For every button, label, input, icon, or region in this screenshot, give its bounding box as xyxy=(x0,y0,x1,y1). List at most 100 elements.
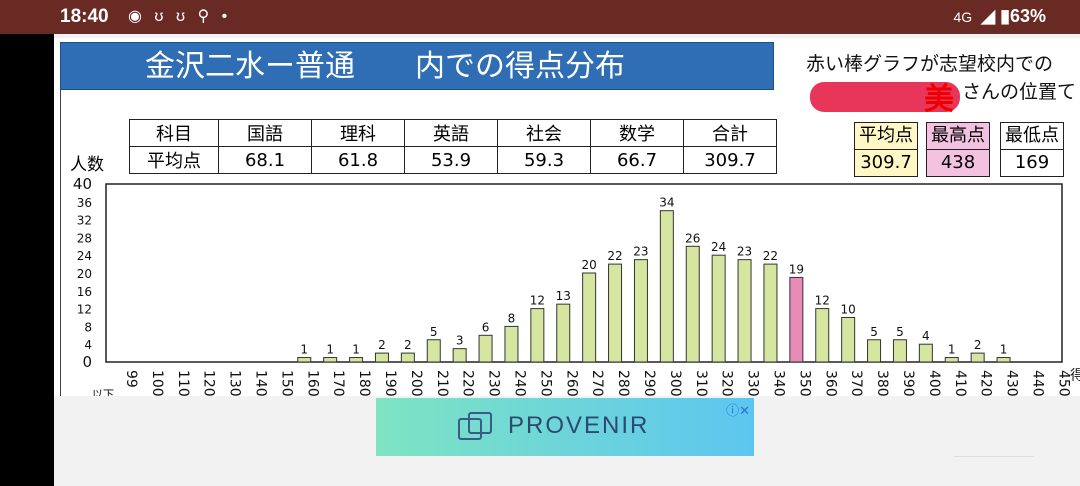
note-text: 赤い棒グラフが志望校内での さんの位置て xyxy=(806,50,1080,106)
subject-average: 68.1 xyxy=(218,146,312,174)
network-indicator: 4G xyxy=(953,9,973,25)
x-tick-label: 430 xyxy=(1004,370,1020,397)
x-tick-label: 240 xyxy=(511,370,527,397)
min-label: 最低点 xyxy=(1001,123,1063,150)
frame-border xyxy=(60,90,61,398)
average-header: 平均点 xyxy=(129,146,219,174)
x-tick-label: 110 xyxy=(175,370,191,397)
note-line: 赤い棒グラフが志望校内での xyxy=(806,53,1054,75)
x-tick-label: 260 xyxy=(563,370,579,397)
subject-name: 理科 xyxy=(311,119,405,147)
histogram-bar xyxy=(737,259,752,363)
histogram-bar xyxy=(659,210,674,363)
subject-average-table: 科目 国語 理科 英語 社会 数学 合計 平均点 68.1 61.8 53.9 … xyxy=(129,119,777,174)
histogram-bar xyxy=(478,334,493,363)
x-tick-label: 200 xyxy=(408,370,424,397)
bar-value-label: 2 xyxy=(404,338,412,352)
y-tick-label: 40 xyxy=(73,175,92,193)
bar-value-label: 12 xyxy=(815,294,830,308)
histogram-bar xyxy=(582,272,597,363)
x-tick-label: 370 xyxy=(848,370,864,397)
histogram-bar xyxy=(323,357,338,363)
average-value: 309.7 xyxy=(860,152,912,173)
bar-value-label: 12 xyxy=(530,294,545,308)
histogram-bar xyxy=(504,325,519,363)
y-tick-label: 12 xyxy=(77,303,92,317)
bar-value-label: 1 xyxy=(352,343,360,357)
histogram-bar xyxy=(944,357,959,363)
y-tick-label: 20 xyxy=(77,267,92,281)
bar-value-label: 34 xyxy=(659,196,674,210)
bar-value-label: 22 xyxy=(763,249,778,263)
bar-value-label: 26 xyxy=(685,231,700,245)
histogram-bar xyxy=(996,357,1011,363)
x-tick-label: 130 xyxy=(227,370,243,397)
ad-area: PROVENIR ⓘ✕ xyxy=(54,396,1080,486)
y-tick-label: 16 xyxy=(77,285,92,299)
histogram-bar xyxy=(530,308,545,363)
y-tick-label: 8 xyxy=(84,320,92,334)
histogram-bar xyxy=(452,348,467,363)
average-row: 平均点 68.1 61.8 53.9 59.3 66.7 309.7 xyxy=(129,146,777,174)
x-tick-label: 280 xyxy=(615,370,631,397)
histogram-bar xyxy=(685,245,700,363)
battery-indicator: ◢ ▮63% xyxy=(981,6,1046,26)
x-tick-label: 120 xyxy=(201,370,217,397)
y-tick-label: 0 xyxy=(82,353,92,371)
bar-value-label: 23 xyxy=(633,245,648,259)
y-axis-label: 人数 xyxy=(70,155,104,175)
bar-value-label: 8 xyxy=(508,311,516,325)
histogram-bar xyxy=(789,276,804,363)
bar-value-label: 1 xyxy=(948,343,956,357)
bar-value-label: 13 xyxy=(556,289,571,303)
x-tick-label: 230 xyxy=(486,370,502,397)
subject-header: 科目 xyxy=(129,119,219,147)
x-partial-label: 以下 xyxy=(92,388,114,398)
status-bar: 18:40 ◉ ʊ ʊ ⚲ • 4G ◢ ▮63% xyxy=(0,0,1080,34)
subject-name: 合計 xyxy=(683,119,777,147)
x-tick-label: 320 xyxy=(719,370,735,397)
subject-average: 66.7 xyxy=(590,146,684,174)
ad-text: PROVENIR xyxy=(508,412,650,439)
histogram-bar xyxy=(400,352,415,363)
bar-value-label: 1 xyxy=(1000,343,1008,357)
x-tick-label: 100 xyxy=(149,370,165,397)
ad-banner[interactable]: PROVENIR ⓘ✕ xyxy=(376,398,754,456)
x-tick-label: 300 xyxy=(667,370,683,397)
notification-icons: ◉ ʊ ʊ ⚲ • xyxy=(128,8,232,25)
x-tick-label: 380 xyxy=(874,370,890,397)
bar-value-label: 2 xyxy=(974,338,982,352)
x-tick-label: 360 xyxy=(822,370,838,397)
histogram-bar xyxy=(374,352,389,363)
bar-value-label: 3 xyxy=(456,334,464,348)
average-score-box: 平均点 309.7 xyxy=(854,122,918,177)
divider xyxy=(954,456,1034,457)
x-tick-label: 180 xyxy=(356,370,372,397)
bar-value-label: 6 xyxy=(482,320,490,334)
x-tick-label: 420 xyxy=(978,370,994,397)
provenir-logo-icon-back xyxy=(468,412,492,434)
histogram-bar xyxy=(349,357,364,363)
x-tick-label: 190 xyxy=(382,370,398,397)
x-tick-label: 140 xyxy=(252,370,268,397)
x-tick-label: 440 xyxy=(1029,370,1045,397)
histogram-bar xyxy=(867,339,882,363)
ad-close-icon[interactable]: ⓘ✕ xyxy=(726,404,750,419)
histogram-bar xyxy=(841,317,856,363)
y-tick-label: 32 xyxy=(77,214,92,228)
x-tick-label: 210 xyxy=(434,370,450,397)
x-tick-label: 170 xyxy=(330,370,346,397)
subject-name: 国語 xyxy=(218,119,312,147)
bar-value-label: 1 xyxy=(326,343,334,357)
x-tick-label: 340 xyxy=(770,370,786,397)
x-tick-label: 330 xyxy=(745,370,761,397)
histogram-bar xyxy=(711,254,726,363)
histogram-bar xyxy=(426,339,441,363)
redaction-mark xyxy=(810,82,960,112)
x-tick-label: 99 xyxy=(123,370,139,388)
bar-value-label: 19 xyxy=(789,262,804,276)
subject-average: 309.7 xyxy=(683,146,777,174)
max-value: 438 xyxy=(940,152,976,173)
handwritten-mark: 美 xyxy=(924,82,954,117)
